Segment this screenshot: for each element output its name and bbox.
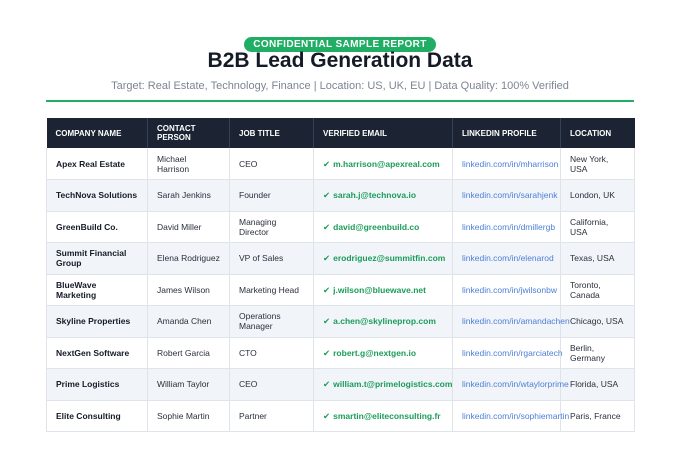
- location-cell: Texas, USA: [560, 242, 635, 275]
- email-text[interactable]: robert.g@nextgen.io: [333, 347, 417, 358]
- contact-cell: Sarah Jenkins: [147, 179, 230, 212]
- contact-cell: Michael Harrison: [147, 148, 230, 180]
- company-cell: BlueWave Marketing: [46, 274, 148, 306]
- job-title-cell: Operations Manager: [229, 305, 314, 338]
- email-cell[interactable]: ✔ j.wilson@bluewave.net: [313, 274, 453, 306]
- job-title-cell: Marketing Head: [229, 274, 314, 306]
- verified-check-icon: ✔: [323, 347, 331, 358]
- table-row: TechNova Solutions Sarah Jenkins Founder ✔ s…: [46, 179, 635, 212]
- table-row: NextGen Software Robert Garcia CTO ✔ robert.…: [46, 337, 635, 369]
- verified-check-icon: ✔: [323, 158, 331, 169]
- email-cell[interactable]: ✔ a.chen@skylineprop.com: [313, 305, 453, 338]
- email-cell[interactable]: ✔ david@greenbuild.co: [313, 211, 453, 243]
- location-cell: Toronto, Canada: [560, 274, 635, 306]
- contact-cell: Amanda Chen: [147, 305, 230, 338]
- confidential-badge: CONFIDENTIAL SAMPLE REPORT: [244, 37, 436, 52]
- job-title-cell: CEO: [229, 368, 314, 401]
- col-header-company: COMPANY NAME: [46, 118, 148, 148]
- linkedin-link[interactable]: linkedin.com/in/sophiemartin: [452, 400, 569, 432]
- title-divider: [46, 100, 634, 102]
- col-header-linkedin: LINKEDIN PROFILE: [452, 118, 561, 148]
- location-cell: Chicago, USA: [560, 305, 635, 338]
- contact-cell: David Miller: [147, 211, 230, 243]
- location-cell: New York, USA: [560, 148, 635, 180]
- contact-cell: Robert Garcia: [147, 337, 230, 369]
- verified-check-icon: ✔: [323, 284, 331, 295]
- table-row: Skyline Properties Amanda Chen Operations …: [46, 305, 635, 338]
- badge-container: CONFIDENTIAL SAMPLE REPORT: [0, 34, 680, 52]
- leads-table: COMPANY NAME CONTACT PERSON JOB TITLE VE…: [46, 118, 635, 432]
- table-row: Prime Logistics William Taylor CEO ✔ william…: [46, 368, 635, 401]
- email-text[interactable]: j.wilson@bluewave.net: [333, 284, 426, 295]
- table-row: Apex Real Estate Michael Harrison CEO ✔ m.ha…: [46, 148, 635, 180]
- job-title-cell: CEO: [229, 148, 314, 180]
- col-header-email: VERIFIED EMAIL: [313, 118, 453, 148]
- email-text[interactable]: david@greenbuild.co: [333, 221, 420, 232]
- page-subtitle: Target: Real Estate, Technology, Finance…: [111, 80, 569, 92]
- job-title-cell: Partner: [229, 400, 314, 432]
- email-cell[interactable]: ✔ robert.g@nextgen.io: [313, 337, 453, 369]
- verified-check-icon: ✔: [323, 379, 331, 390]
- location-cell: Berlin, Germany: [560, 337, 635, 369]
- email-cell[interactable]: ✔ erodriguez@summitfin.com: [313, 242, 453, 275]
- email-cell[interactable]: ✔ smartin@eliteconsulting.fr: [313, 400, 453, 432]
- email-text[interactable]: smartin@eliteconsulting.fr: [333, 410, 441, 421]
- contact-cell: James Wilson: [147, 274, 230, 306]
- email-text[interactable]: m.harrison@apexreal.com: [333, 158, 440, 169]
- linkedin-link[interactable]: linkedin.com/in/rgarciatech: [452, 337, 563, 369]
- verified-check-icon: ✔: [323, 316, 331, 327]
- verified-check-icon: ✔: [323, 410, 331, 421]
- job-title-cell: VP of Sales: [229, 242, 314, 275]
- location-cell: California, USA: [560, 211, 635, 243]
- col-header-job-title: JOB TITLE: [229, 118, 314, 148]
- contact-cell: William Taylor: [147, 368, 230, 401]
- table-header-row: COMPANY NAME CONTACT PERSON JOB TITLE VE…: [46, 118, 635, 148]
- page-title: B2B Lead Generation Data: [207, 49, 473, 72]
- job-title-cell: CTO: [229, 337, 314, 369]
- table-row: BlueWave Marketing James Wilson Marketing …: [46, 274, 635, 306]
- verified-check-icon: ✔: [323, 253, 331, 264]
- email-text[interactable]: erodriguez@summitfin.com: [333, 253, 446, 264]
- col-header-contact: CONTACT PERSON: [147, 118, 230, 148]
- table-body: Apex Real Estate Michael Harrison CEO ✔ m.ha…: [46, 148, 635, 432]
- linkedin-link[interactable]: linkedin.com/in/mharrison: [452, 148, 561, 180]
- table-row: GreenBuild Co. David Miller Managing Direc…: [46, 211, 635, 243]
- email-cell[interactable]: ✔ m.harrison@apexreal.com: [313, 148, 453, 180]
- company-cell: GreenBuild Co.: [46, 211, 148, 243]
- company-cell: NextGen Software: [46, 337, 148, 369]
- linkedin-link[interactable]: linkedin.com/in/sarahjenk: [452, 179, 561, 212]
- email-text[interactable]: sarah.j@technova.io: [333, 190, 417, 201]
- linkedin-link[interactable]: linkedin.com/in/amandachen: [452, 305, 570, 338]
- job-title-cell: Managing Director: [229, 211, 314, 243]
- email-cell[interactable]: ✔ sarah.j@technova.io: [313, 179, 453, 212]
- table-row: Elite Consulting Sophie Martin Partner ✔ sma…: [46, 400, 635, 432]
- col-header-location: LOCATION: [560, 118, 635, 148]
- contact-cell: Elena Rodriguez: [147, 242, 230, 275]
- linkedin-link[interactable]: linkedin.com/in/jwilsonbw: [452, 274, 561, 306]
- verified-check-icon: ✔: [323, 190, 331, 201]
- location-cell: Florida, USA: [560, 368, 635, 401]
- company-cell: Apex Real Estate: [46, 148, 148, 180]
- email-text[interactable]: a.chen@skylineprop.com: [333, 316, 436, 327]
- company-cell: Skyline Properties: [46, 305, 148, 338]
- company-cell: Summit Financial Group: [46, 242, 148, 275]
- company-cell: Prime Logistics: [46, 368, 148, 401]
- table-row: Summit Financial Group Elena Rodriguez VP …: [46, 242, 635, 275]
- linkedin-link[interactable]: linkedin.com/in/elenarod: [452, 242, 561, 275]
- email-text[interactable]: william.t@primelogistics.com: [333, 379, 453, 390]
- verified-check-icon: ✔: [323, 221, 331, 232]
- company-cell: Elite Consulting: [46, 400, 148, 432]
- location-cell: Paris, France: [560, 400, 635, 432]
- location-cell: London, UK: [560, 179, 635, 212]
- contact-cell: Sophie Martin: [147, 400, 230, 432]
- job-title-cell: Founder: [229, 179, 314, 212]
- email-cell[interactable]: ✔ william.t@primelogistics.com: [313, 368, 453, 401]
- linkedin-link[interactable]: linkedin.com/in/dmillergb: [452, 211, 561, 243]
- linkedin-link[interactable]: linkedin.com/in/wtaylorprime: [452, 368, 569, 401]
- company-cell: TechNova Solutions: [46, 179, 148, 212]
